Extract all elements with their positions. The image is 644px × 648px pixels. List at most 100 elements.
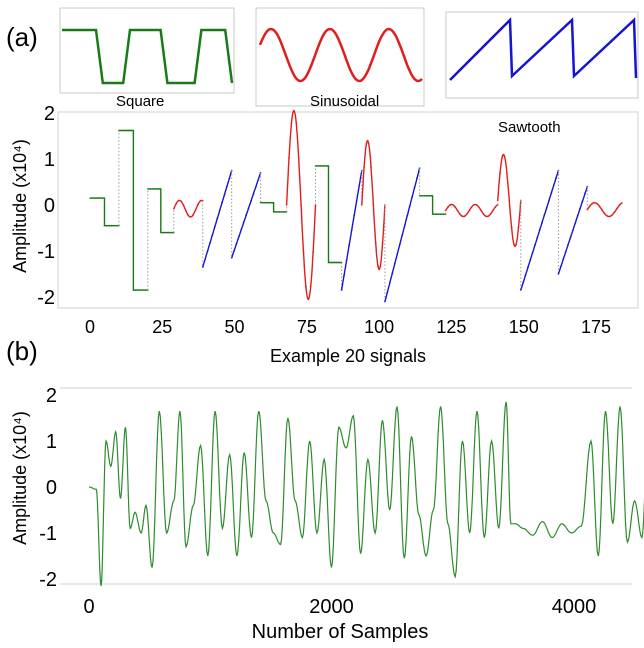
sample-dot [552,184,555,187]
sample-dot [545,207,548,209]
sample-dot [567,244,569,246]
sample-dot [569,236,572,239]
inset-sinusoidal-frame [255,7,425,107]
sample-dot [572,229,574,232]
sample-dot [189,216,192,218]
sample-dot [601,209,604,212]
sample-dot [98,197,101,200]
sample-dot [312,251,314,254]
sample-dot [508,199,511,202]
sample-dot [576,214,579,217]
sample-dot [89,197,91,200]
sample-dot [213,225,216,228]
sample-dot [517,226,520,229]
sample-dot [461,215,464,218]
sample-dot [363,166,365,169]
y-tick-label: 1 [44,149,55,171]
inset-sawtooth: Sawtooth [445,11,639,136]
sample-dot [534,244,536,247]
sample-dot [501,155,504,158]
sample-dot [408,205,411,208]
sample-dot [608,215,611,218]
sample-dot [206,250,209,252]
sample-dot [194,209,197,211]
sample-dot [177,199,180,202]
sample-dot [367,142,370,145]
sample-dot [618,204,621,207]
sample-dot [326,165,329,167]
sample-dot [317,165,319,167]
sample-dot [603,212,606,215]
sample-dot [91,197,94,200]
inset-square-label: Square [116,93,164,110]
sample-dot [245,214,248,217]
sample-dot [335,261,338,264]
segment-sample-dots [259,201,288,213]
sample-dot [259,201,262,204]
sample-dot [199,200,202,202]
panel-b-label: (b) [6,336,38,366]
sample-dot [144,289,147,291]
sample-dot [435,213,438,216]
sample-dot [101,197,103,200]
sample-dot [257,179,260,181]
sample-dot [487,215,490,218]
sample-dot [522,281,525,284]
signal-segment-square [260,201,287,213]
sample-dot [170,231,173,234]
sample-dot [240,228,243,231]
y-tick-label: -1 [39,523,57,545]
sample-dot [127,129,130,132]
sample-dot [348,244,350,247]
sample-dot [519,289,522,291]
sample-dot [168,231,171,234]
sample-dot [175,202,178,205]
sample-dot [564,251,567,254]
panel-a-plot [89,109,623,303]
sample-dot [515,243,518,246]
sample-dot [406,214,409,217]
sample-dot [146,188,149,190]
x-tick-label: 25 [152,317,172,337]
sample-dot [134,289,137,291]
sample-dot [185,209,187,212]
signal-segment-square [90,197,119,227]
sample-dot [252,193,255,196]
sample-dot [209,242,211,244]
sample-dot [621,202,623,204]
x-tick-label: 0 [85,317,95,337]
sample-dot [262,201,264,204]
sample-dot [319,165,322,167]
sample-dot [161,231,163,234]
inset-square-frame [59,7,235,94]
x-tick-label: 75 [297,317,317,337]
inset-square: Square [59,7,235,110]
sample-dot [254,186,257,188]
sample-dot [142,289,144,291]
panel-a-xlabel: Example 20 signals [270,346,426,366]
sample-dot [506,172,508,175]
sample-dot [430,194,433,197]
sample-dot [586,208,589,211]
sample-dot [122,129,125,132]
sample-dot [343,274,345,276]
sample-dot [106,224,108,227]
sample-dot [201,266,204,268]
sample-dot [242,221,245,224]
sample-dot [489,213,492,215]
y-tick-label: 2 [44,103,55,125]
panel-a-ticks: 0 25 50 75 100 125 150 175 2 1 0 -1 -2 [37,103,611,337]
sample-dot [503,155,506,158]
sample-dot [398,243,401,246]
sample-dot [423,194,426,197]
sample-dot [353,214,356,217]
sample-dot [499,172,501,175]
x-tick-label: 50 [225,317,245,337]
sample-dot [482,213,485,215]
panel-b-ylabel: Amplitude (x10⁴) [10,411,30,545]
sample-dot [370,166,372,169]
sample-dot [223,193,226,196]
sample-dot [440,213,442,216]
x-tick-label: 0 [83,596,94,618]
sample-dot [475,203,478,206]
